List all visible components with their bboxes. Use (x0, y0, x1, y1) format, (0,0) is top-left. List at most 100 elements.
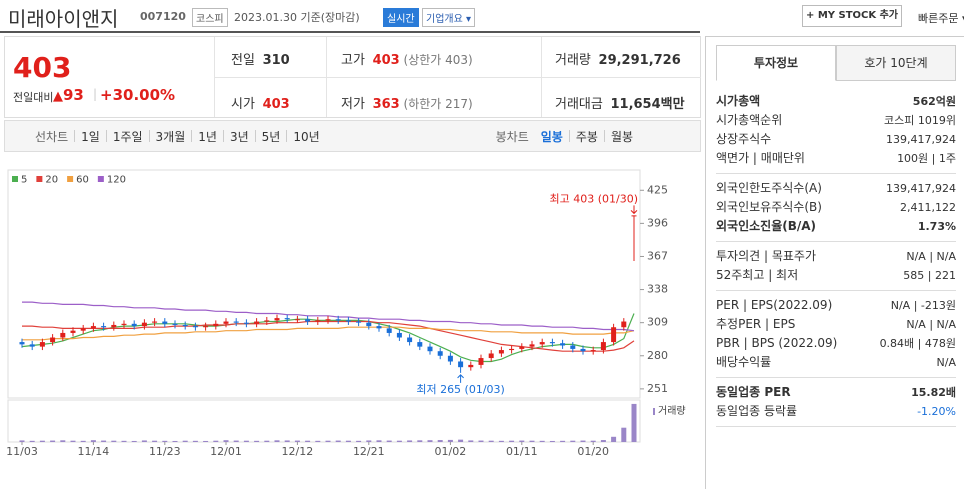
volume-bar (488, 440, 494, 442)
candle-body (437, 351, 443, 356)
change-percent: +30.00% (100, 86, 176, 104)
candle-body (458, 361, 464, 368)
volume-bar (80, 440, 86, 442)
volume-bar (111, 440, 117, 442)
candle-body (386, 328, 392, 333)
price-panel: 403 전일대비 ▲93 | +30.00% 전일 310 고가 403 (상한… (4, 36, 701, 118)
candle-body (233, 321, 239, 323)
volume-swatch (653, 408, 655, 415)
volume-bar (529, 440, 535, 442)
my-stock-button[interactable]: + MY STOCK 추가 (802, 5, 902, 27)
legend-label: 60 (76, 175, 89, 186)
volume-bar (498, 440, 504, 442)
stock-code: 007120 (140, 10, 186, 23)
candle-body (29, 344, 35, 347)
period-tab[interactable]: 10년 (293, 129, 320, 144)
volume-bar (417, 440, 423, 442)
x-tick-label: 12/01 (210, 445, 242, 458)
ma-line (22, 326, 635, 341)
summary-value: 363 (372, 97, 400, 112)
quick-order-button[interactable]: 빠른주문 ▾ (918, 10, 964, 26)
volume-bar (162, 440, 168, 442)
info-row: 시가총액순위 코스피 1019위 (716, 111, 956, 130)
period-tab[interactable]: 월봉 (610, 129, 634, 144)
info-tab[interactable]: 투자정보 (716, 45, 836, 81)
volume-bar (315, 440, 321, 442)
volume-bar (182, 440, 188, 442)
period-sep (568, 130, 570, 142)
company-info-button[interactable]: 기업개요 ▾ (422, 8, 476, 27)
info-label: PER | EPS(2022.09) (716, 298, 833, 312)
legend-swatch (97, 176, 104, 182)
info-row: 동일업종 등락률 -1.20% (716, 402, 956, 421)
info-value: -1.20% (917, 405, 956, 418)
period-tab[interactable]: 1일 (81, 129, 100, 144)
period-tab[interactable]: 3개월 (155, 129, 186, 144)
chart: 251 280 309 338 367 396 425 5 20 60 120 11/03 11/14 1… (6, 169, 686, 458)
y-tick-label: 338 (647, 283, 668, 296)
legend-label: 120 (107, 175, 126, 186)
divider (215, 77, 701, 78)
candle-body (274, 318, 280, 321)
info-row: 외국인보유주식수(B) 2,411,122 (716, 198, 956, 217)
info-row: 시가총액 562억원 (716, 92, 956, 111)
candle-body (335, 319, 341, 321)
volume-bar (386, 440, 392, 442)
y-tick-label: 280 (647, 349, 668, 362)
candle-body (468, 364, 474, 368)
candle-body (356, 321, 362, 323)
candle-body (315, 320, 321, 322)
candle-body (345, 320, 351, 322)
period-tab[interactable]: 1년 (198, 129, 217, 144)
high-annotation: 최고 403 (01/30) (549, 192, 638, 205)
legend-swatch (67, 176, 74, 182)
summary-label: 거래량 (555, 53, 591, 68)
summary-label: 시가 (231, 97, 255, 112)
candle-body (182, 324, 188, 327)
volume-bar (458, 439, 464, 442)
info-row: 52주최고 | 최저 585 | 221 (716, 266, 956, 285)
volume-label: 거래량 (658, 405, 686, 417)
period-tab[interactable]: 일봉 (540, 129, 563, 144)
x-tick-label: 01/02 (435, 445, 467, 458)
candle-body (580, 348, 586, 352)
volume-bar (478, 440, 484, 442)
stock-name: 미래아이앤지 (8, 7, 119, 31)
info-value: 139,417,924 (886, 133, 956, 146)
legend-swatch (12, 176, 18, 182)
candle-body (294, 319, 300, 321)
info-tab[interactable]: 호가 10단계 (836, 45, 956, 81)
candle-body (60, 332, 66, 338)
period-sep (603, 130, 605, 142)
volume-bar (203, 440, 209, 442)
volume-bar (152, 440, 158, 442)
candle-body (447, 355, 453, 362)
candle-body (549, 342, 555, 344)
candle-body (570, 345, 576, 349)
candle-body (427, 346, 433, 352)
period-tab[interactable]: 1주일 (112, 129, 143, 144)
legend-label: 5 (21, 175, 27, 186)
candle-body (631, 215, 637, 217)
candle-body (162, 321, 168, 324)
x-tick-label: 12/21 (353, 445, 385, 458)
period-tab[interactable]: 주봉 (575, 129, 598, 144)
realtime-badge[interactable]: 실시간 (383, 8, 419, 27)
y-tick-label: 425 (647, 183, 668, 196)
candle-body (407, 337, 413, 343)
volume-bar (427, 440, 433, 442)
volume-bar (539, 440, 545, 442)
info-value: 코스피 1019위 (884, 114, 956, 127)
volume-bar (254, 440, 260, 442)
candle-body (39, 342, 45, 347)
change-label: 전일대비 (13, 91, 54, 104)
volume-bar (325, 440, 331, 442)
info-value: 15.82배 (911, 386, 956, 399)
candle-body (478, 358, 484, 365)
period-tab[interactable]: 5년 (261, 129, 281, 144)
candle-body (396, 332, 402, 338)
info-value: N/A | N/A (906, 250, 956, 263)
base-date: 2023.01.30 기준(장마감) (234, 11, 360, 24)
volume-bar (172, 440, 178, 442)
period-tab[interactable]: 3년 (229, 129, 249, 144)
